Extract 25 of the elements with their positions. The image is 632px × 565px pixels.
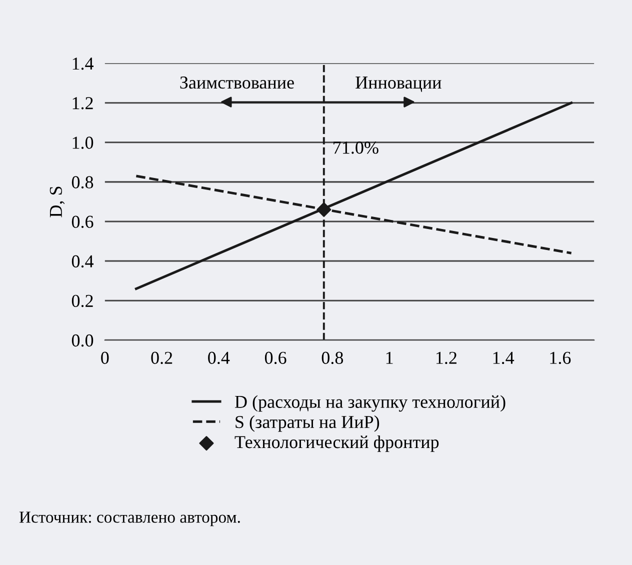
- legend-label: Технологический фронтир: [234, 435, 439, 452]
- y-tick-label: 0.6: [72, 216, 94, 228]
- legend-label: D (расходы на закупку технологий): [234, 395, 506, 412]
- y-axis-title: D, S: [50, 186, 65, 218]
- y-tick-label: 0.4: [72, 255, 94, 268]
- x-tick-label: 1.6: [550, 352, 571, 364]
- x-tick-label: 1: [386, 352, 393, 364]
- annotation: Заимствование: [180, 76, 294, 89]
- y-tick-label: 0.8: [72, 176, 94, 188]
- y-tick-label: 1.0: [72, 136, 94, 149]
- y-tick-label: 1.4: [72, 58, 94, 70]
- x-tick-label: 0.2: [151, 352, 172, 364]
- y-tick-label: 0.0: [72, 334, 94, 347]
- y-tick-label: 0.2: [72, 294, 93, 308]
- x-tick-label: 0.4: [208, 352, 230, 364]
- annotation: 71.0%: [334, 142, 378, 154]
- legend-label: S (затраты на ИиР): [236, 415, 380, 432]
- x-tick-label: 1.4: [493, 352, 514, 364]
- x-tick-label: 0.6: [264, 352, 286, 364]
- y-tick-label: 1.2: [72, 97, 93, 110]
- annotation: Инновации: [356, 76, 442, 92]
- text: Источник: составлено автором.: [19, 512, 240, 526]
- x-tick-label: 0: [101, 352, 109, 364]
- x-tick-label: 1.2: [436, 352, 456, 364]
- x-tick-label: 0.8: [322, 352, 344, 364]
